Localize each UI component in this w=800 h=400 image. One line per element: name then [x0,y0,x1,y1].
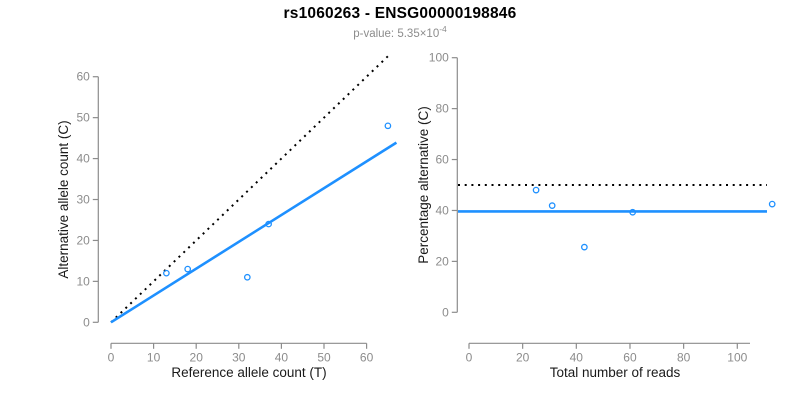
y-tick-label: 0 [83,315,90,329]
x-axis-title: Total number of reads [550,365,681,380]
x-axis-title: Reference allele count (T) [171,365,326,380]
data-point [581,243,588,251]
y-tick-label: 20 [76,233,90,247]
plot-title: rs1060263 - ENSG00000198846 [283,5,517,22]
data-point [532,186,540,194]
data-point [184,265,192,273]
x-tick-label: 60 [360,350,374,364]
data-point [265,220,272,228]
data-point [163,269,170,277]
pvalue-exponent: -4 [439,24,447,34]
y-axis-title: Percentage alternative (C) [416,106,431,264]
pvalue-text: p-value: 5.35×10 [353,27,440,40]
x-tick-label: 30 [232,350,246,364]
y-tick-label: 40 [435,203,449,217]
x-tick-label: 50 [317,350,331,364]
x-tick-label: 20 [516,350,530,364]
data-point [768,200,776,208]
x-tick-label: 10 [147,350,161,364]
y-tick-label: 10 [76,274,90,288]
y-tick-label: 20 [435,254,449,268]
y-tick-label: 100 [429,51,449,65]
data-point [548,202,556,209]
x-tick-label: 100 [727,350,747,364]
data-point [243,273,251,281]
x-tick-label: 20 [190,350,204,364]
data-point [629,208,637,216]
y-tick-label: 30 [76,193,90,207]
plot-subtitle: p-value: 5.35×10-4 [0,24,800,40]
y-tick-label: 0 [442,305,449,319]
y-tick-label: 60 [76,70,90,84]
x-tick-label: 0 [108,350,115,364]
identity-line [110,54,390,324]
fit-line [110,141,398,324]
x-tick-label: 40 [570,350,584,364]
data-point [384,122,392,130]
x-tick-label: 0 [466,350,473,364]
x-tick-label: 40 [275,350,289,364]
x-tick-label: 80 [677,350,691,364]
y-tick-label: 40 [76,152,90,166]
y-tick-label: 50 [76,111,90,125]
y-axis-title: Alternative allele count (C) [56,120,71,278]
x-tick-label: 60 [623,350,637,364]
y-tick-label: 80 [435,102,449,116]
y-tick-label: 60 [435,153,449,167]
